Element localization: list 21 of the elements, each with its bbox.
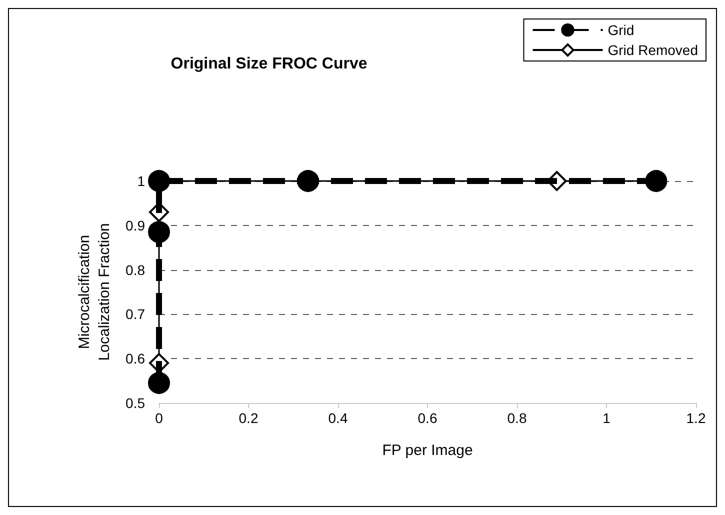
- x-tick-label: 1.2: [686, 410, 706, 426]
- x-tick-label: 1: [602, 410, 611, 426]
- point: [297, 170, 320, 192]
- y-tick-label: 0.8: [126, 262, 146, 278]
- legend-label: Grid: [608, 22, 634, 38]
- chart-title: Original Size FROC Curve: [170, 56, 368, 72]
- y-tick-label: 0.6: [126, 350, 146, 367]
- x-axis-title: FP per Image: [382, 442, 473, 459]
- y-axis-title: Microcalcification Localization Fraction: [76, 223, 114, 361]
- y-tick-label: 0.9: [126, 217, 146, 234]
- y-tick-label: 0.5: [126, 395, 146, 411]
- x-tick-label: 0.8: [507, 410, 527, 426]
- legend-label: Grid Removed: [608, 42, 698, 58]
- point: [148, 221, 170, 244]
- x-tick-label: 0.4: [328, 410, 348, 426]
- point: [148, 372, 170, 394]
- x-tick-label: 0.2: [238, 410, 258, 426]
- y-tick-label: 1: [137, 173, 146, 189]
- x-tick-label: 0: [155, 410, 164, 426]
- x-tick-label: 0.6: [418, 410, 438, 426]
- y-tick-label: 0.7: [126, 306, 146, 322]
